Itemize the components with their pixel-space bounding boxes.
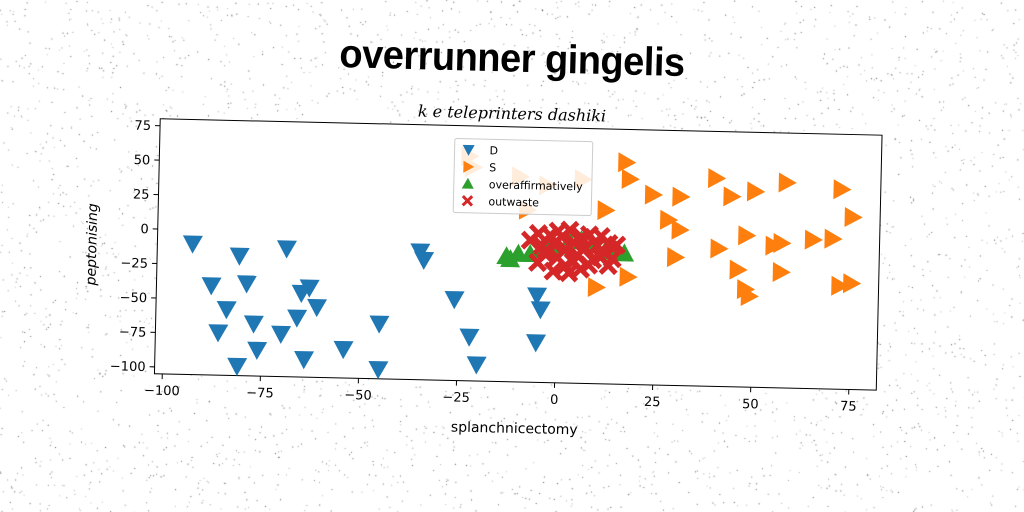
point-d: [369, 315, 390, 334]
point-s: [738, 225, 757, 246]
point-d: [414, 251, 435, 270]
point-s: [842, 273, 862, 294]
point-s: [671, 219, 690, 240]
point-s: [723, 186, 742, 207]
point-s: [644, 184, 664, 205]
point-outwaste: [598, 255, 618, 276]
x-tick-label: −50: [344, 388, 372, 404]
y-tick-label: −100: [110, 359, 146, 375]
x-axis-label: splanchnicectomy: [451, 419, 578, 438]
point-s: [587, 277, 606, 298]
legend-marker-1: [463, 160, 475, 173]
point-s: [672, 186, 691, 207]
point-s: [844, 207, 863, 228]
x-tick-label: 75: [840, 399, 857, 414]
point-d: [201, 277, 222, 296]
point-d: [294, 350, 315, 370]
point-s: [710, 238, 729, 259]
y-tick-label: −25: [120, 256, 148, 272]
x-tick-label: −100: [144, 384, 180, 400]
point-outwaste: [548, 221, 568, 241]
legend-label: D: [489, 144, 498, 157]
x-tick-label: 0: [550, 393, 559, 408]
point-s: [618, 152, 637, 173]
point-s: [740, 286, 759, 307]
point-d: [526, 334, 547, 353]
point-s: [729, 259, 748, 280]
point-outwaste: [571, 259, 591, 279]
point-d: [444, 290, 465, 310]
point-s: [746, 181, 766, 202]
point-outwaste: [536, 240, 556, 260]
point-outwaste: [606, 235, 627, 255]
point-s: [666, 247, 686, 268]
y-tick-label: 50: [134, 153, 151, 168]
y-axis-label: peptonising: [83, 203, 101, 287]
point-d: [287, 309, 308, 328]
point-outwaste: [528, 252, 548, 273]
legend-label: overaffirmatively: [489, 178, 584, 193]
point-d: [276, 240, 297, 259]
legend-box: [452, 138, 594, 217]
point-s: [804, 229, 823, 250]
point-d: [208, 324, 229, 343]
point-s: [597, 200, 616, 221]
y-tick-label: −75: [119, 325, 147, 341]
point-d: [333, 340, 354, 360]
point-d: [182, 235, 203, 254]
point-s: [621, 168, 640, 189]
point-s: [765, 235, 784, 256]
point-s: [778, 172, 797, 193]
y-tick-label: 25: [133, 188, 150, 203]
legend-label: outwaste: [488, 195, 539, 209]
x-tick-label: −25: [442, 390, 470, 406]
legend-marker-3: [461, 195, 474, 207]
point-d: [527, 287, 548, 306]
point-d: [466, 356, 487, 375]
point-overaffirmatively: [500, 249, 521, 268]
y-tick-label: 75: [134, 119, 151, 134]
x-tick-label: −75: [246, 386, 274, 402]
point-d: [229, 247, 250, 266]
point-s: [619, 266, 638, 287]
point-s: [831, 275, 850, 296]
point-d: [459, 328, 480, 347]
point-d: [236, 275, 257, 294]
point-s: [824, 228, 843, 249]
point-d: [271, 325, 292, 344]
y-tick-label: −50: [120, 291, 148, 307]
point-s: [659, 209, 679, 230]
point-s: [833, 179, 852, 200]
point-d: [368, 360, 389, 380]
legend-marker-0: [462, 144, 475, 156]
point-d: [227, 357, 248, 376]
legend-marker-2: [461, 177, 474, 189]
point-outwaste: [559, 263, 579, 283]
point-d: [247, 341, 268, 360]
point-d: [530, 301, 551, 320]
point-s: [707, 168, 727, 189]
x-tick-label: 25: [644, 395, 661, 410]
point-d: [307, 298, 328, 318]
point-d: [243, 315, 264, 334]
point-s: [772, 261, 791, 282]
point-d: [216, 300, 237, 320]
x-tick-label: 50: [742, 397, 759, 412]
point-outwaste: [543, 261, 563, 281]
y-tick-label: 0: [140, 222, 149, 237]
point-d: [299, 279, 320, 298]
legend-label: S: [489, 161, 496, 174]
